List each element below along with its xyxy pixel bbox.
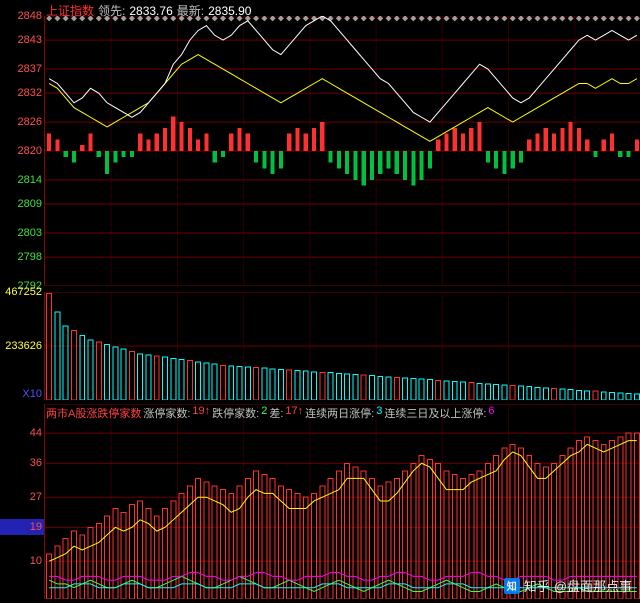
lead-label: 领先: [98,2,125,19]
panel3-stat-label: 涨停家数: [143,405,190,421]
panel3-stat-label: 差: [269,405,283,421]
panel3-header: 两市A股涨跌停家数涨停家数:19↑跌停家数:2差:17↑连续两日涨停:3连续三日… [46,405,495,421]
watermark-brand: 知乎 [524,576,550,595]
panel3-stat-label: 跌停家数: [212,405,259,421]
panel3-ytick: 27 [30,491,42,503]
panel3-stat-value: 6 [488,405,494,421]
panel2-ytick: 467252 [5,286,42,298]
panel2-yaxis: 467252233626X10 [0,292,44,400]
chart-header: 上证指数 领先: 2833.76 最新: 2835.90 [46,2,251,19]
watermark: 知 知乎 @盘面那点事 [504,576,632,595]
panel1-ytick: 2843 [18,34,42,46]
panel1-ytick: 2798 [18,251,42,263]
panel3-stat-value: 3 [376,405,382,421]
panel3-ytick: 19 [30,521,42,533]
panel1-chart[interactable] [44,16,640,286]
panel1-ytick: 2837 [18,63,42,75]
panel2-ytick: 233626 [5,340,42,352]
panel1-ytick: 2826 [18,116,42,128]
panel3-stat-value: 17↑ [285,405,303,421]
panel3-stat-label: 连续两日涨停: [305,405,374,421]
panel2-x10-label: X10 [22,388,42,400]
panel3-stat-value: 2 [261,405,267,421]
panel3-ytick: 44 [30,427,42,439]
panel3-stat-label: 连续三日及以上涨停: [384,405,486,421]
zhihu-icon: 知 [504,578,520,594]
lead-value: 2833.76 [129,4,172,18]
last-label: 最新: [177,2,204,19]
panel1-ytick: 2803 [18,227,42,239]
panel1-ytick: 2814 [18,174,42,186]
panel2-chart[interactable] [44,292,640,400]
panel3-ytick: 10 [30,555,42,567]
panel3-yaxis: 44 36 27 19 10 [0,404,44,599]
panel3-ytick: 36 [30,457,42,469]
panel3-chart[interactable] [44,404,640,599]
panel3-stat-value: 19↑ [192,405,210,421]
watermark-author: @盘面那点事 [554,576,632,595]
last-value: 2835.90 [208,4,251,18]
panel1-ytick: 2809 [18,198,42,210]
panel1-ytick: 2832 [18,87,42,99]
panel1-yaxis: 2848284328372832282628202814280928032798… [0,16,44,286]
panel1-ytick: 2820 [18,145,42,157]
panel1-ytick: 2848 [18,10,42,22]
index-title: 上证指数 [46,2,94,19]
panel3-stat-label: 两市A股涨跌停家数 [46,405,141,421]
